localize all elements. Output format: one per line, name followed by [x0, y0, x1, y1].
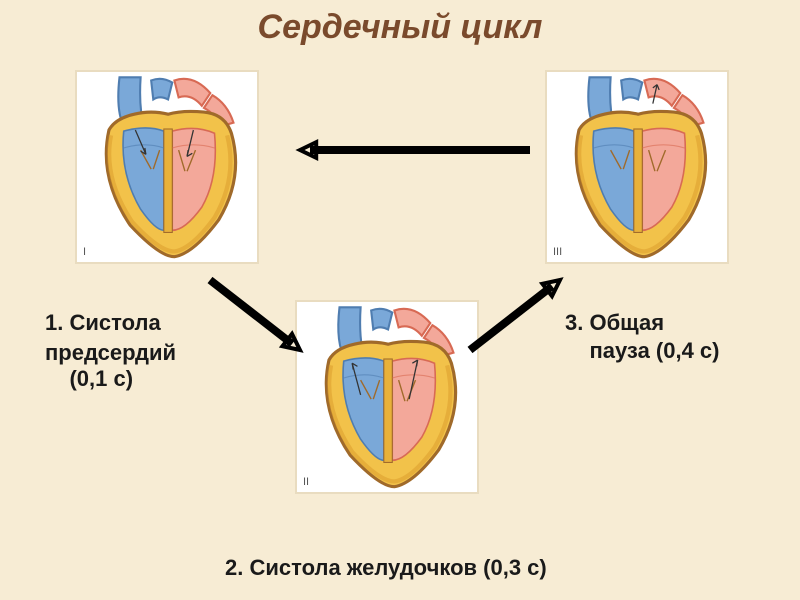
- cycle-arrows: [0, 0, 800, 600]
- caption-phase-3-line1: 3. Общая: [565, 310, 664, 336]
- caption-phase-3-line2: пауза (0,4 с): [565, 338, 720, 364]
- caption-phase-1-line2: предсердий (0,1 с): [45, 340, 176, 392]
- caption-phase-1-line1: 1. Систола: [45, 310, 161, 336]
- diagram-stage: Сердечный цикл I: [0, 0, 800, 600]
- caption-phase-2: 2. Систола желудочков (0,3 с): [225, 555, 547, 581]
